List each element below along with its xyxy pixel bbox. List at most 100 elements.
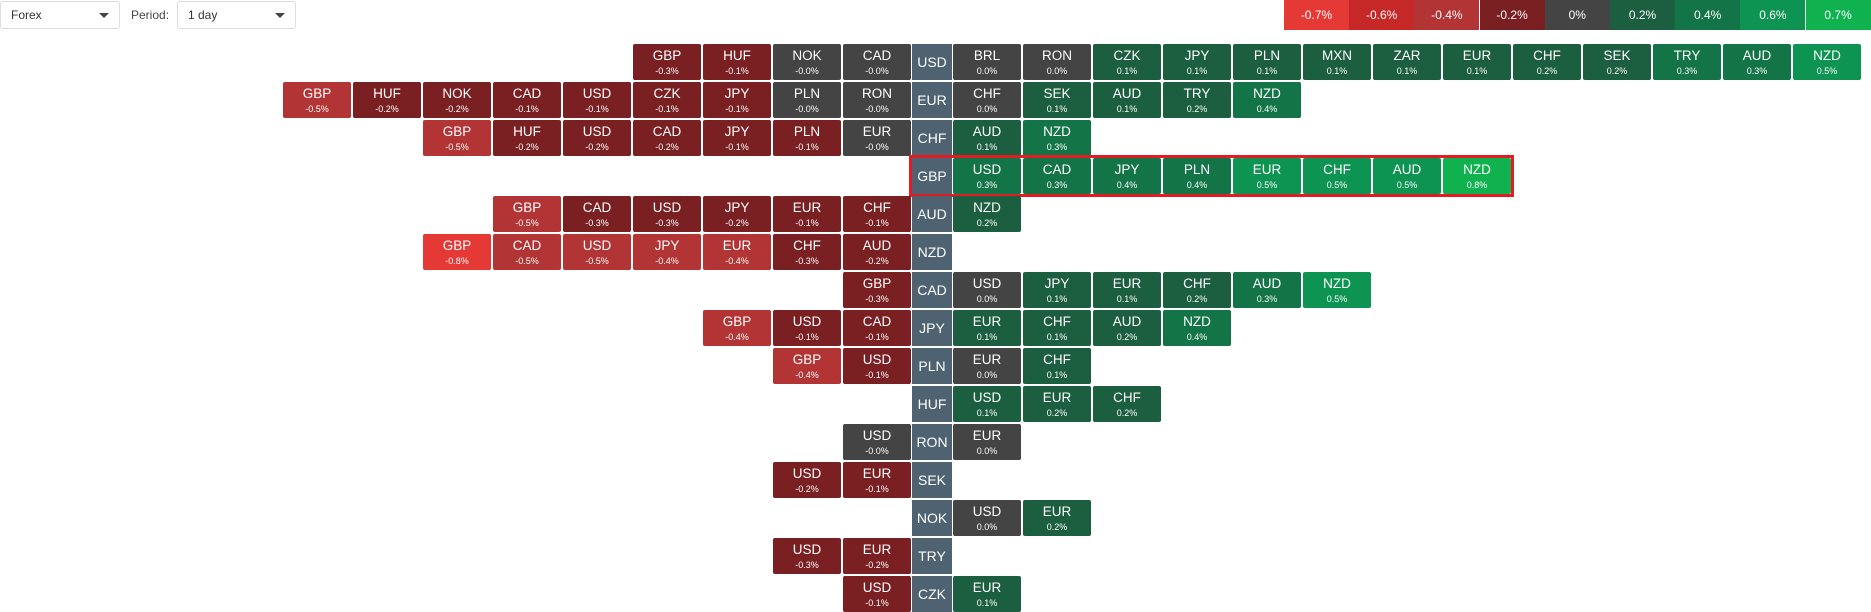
pair-cell[interactable]: SEK 0.1% — [1023, 82, 1091, 118]
pair-cell[interactable]: USD -0.1% — [843, 348, 911, 384]
base-currency[interactable]: RON — [912, 424, 952, 460]
pair-cell[interactable]: EUR 0.0% — [953, 424, 1021, 460]
pair-cell[interactable]: USD -0.2% — [563, 120, 631, 156]
base-currency[interactable]: EUR — [912, 82, 952, 118]
base-currency[interactable]: HUF — [912, 386, 952, 422]
pair-cell[interactable]: BRL 0.0% — [953, 44, 1021, 80]
pair-cell[interactable]: USD -0.1% — [773, 310, 841, 346]
base-currency[interactable]: SEK — [912, 462, 952, 498]
pair-cell[interactable]: PLN -0.1% — [773, 120, 841, 156]
pair-cell[interactable]: AUD 0.1% — [953, 120, 1021, 156]
pair-cell[interactable]: GBP -0.5% — [423, 120, 491, 156]
pair-cell[interactable]: PLN 0.1% — [1233, 44, 1301, 80]
pair-cell[interactable]: TRY 0.3% — [1653, 44, 1721, 80]
base-currency[interactable]: NZD — [912, 234, 952, 270]
pair-cell[interactable]: EUR 0.0% — [953, 348, 1021, 384]
pair-cell[interactable]: JPY -0.1% — [703, 82, 771, 118]
pair-cell[interactable]: AUD -0.2% — [843, 234, 911, 270]
pair-cell[interactable]: EUR 0.1% — [1093, 272, 1161, 308]
pair-cell[interactable]: AUD 0.3% — [1233, 272, 1301, 308]
pair-cell[interactable]: GBP -0.8% — [423, 234, 491, 270]
pair-cell[interactable]: NZD 0.3% — [1023, 120, 1091, 156]
pair-cell[interactable]: RON -0.0% — [843, 82, 911, 118]
period-select[interactable]: 1 day — [177, 1, 296, 29]
pair-cell[interactable]: CZK -0.1% — [633, 82, 701, 118]
pair-cell[interactable]: USD -0.1% — [843, 576, 911, 612]
pair-cell[interactable]: RON 0.0% — [1023, 44, 1091, 80]
base-currency[interactable]: PLN — [912, 348, 952, 384]
pair-cell[interactable]: GBP -0.4% — [703, 310, 771, 346]
pair-cell[interactable]: EUR 0.1% — [953, 576, 1021, 612]
base-currency[interactable]: NOK — [912, 500, 952, 536]
pair-cell[interactable]: JPY -0.2% — [703, 196, 771, 232]
pair-cell[interactable]: NZD 0.5% — [1793, 44, 1861, 80]
pair-cell[interactable]: MXN 0.1% — [1303, 44, 1371, 80]
market-select[interactable]: Forex — [0, 1, 120, 29]
pair-cell[interactable]: GBP -0.3% — [633, 44, 701, 80]
pair-cell[interactable]: EUR 0.5% — [1233, 158, 1301, 194]
pair-cell[interactable]: CAD -0.2% — [633, 120, 701, 156]
pair-cell[interactable]: USD 0.3% — [953, 158, 1021, 194]
pair-cell[interactable]: NZD 0.4% — [1233, 82, 1301, 118]
pair-cell[interactable]: NOK -0.0% — [773, 44, 841, 80]
base-currency[interactable]: TRY — [912, 538, 952, 574]
pair-cell[interactable]: GBP -0.3% — [843, 272, 911, 308]
pair-cell[interactable]: USD -0.1% — [563, 82, 631, 118]
pair-cell[interactable]: SEK 0.2% — [1583, 44, 1651, 80]
pair-cell[interactable]: HUF -0.2% — [353, 82, 421, 118]
pair-cell[interactable]: CHF 0.2% — [1163, 272, 1231, 308]
pair-cell[interactable]: CHF 0.0% — [953, 82, 1021, 118]
pair-cell[interactable]: USD 0.0% — [953, 272, 1021, 308]
base-currency[interactable]: CZK — [912, 576, 952, 612]
pair-cell[interactable]: EUR -0.1% — [843, 462, 911, 498]
pair-cell[interactable]: CAD -0.0% — [843, 44, 911, 80]
pair-cell[interactable]: PLN 0.4% — [1163, 158, 1231, 194]
pair-cell[interactable]: TRY 0.2% — [1163, 82, 1231, 118]
pair-cell[interactable]: CZK 0.1% — [1093, 44, 1161, 80]
pair-cell[interactable]: HUF -0.2% — [493, 120, 561, 156]
pair-cell[interactable]: NOK -0.2% — [423, 82, 491, 118]
pair-cell[interactable]: GBP -0.5% — [493, 196, 561, 232]
pair-cell[interactable]: EUR 0.1% — [953, 310, 1021, 346]
pair-cell[interactable]: USD -0.3% — [773, 538, 841, 574]
pair-cell[interactable]: NZD 0.5% — [1303, 272, 1371, 308]
pair-cell[interactable]: USD -0.0% — [843, 424, 911, 460]
pair-cell[interactable]: EUR 0.2% — [1023, 500, 1091, 536]
pair-cell[interactable]: GBP -0.5% — [283, 82, 351, 118]
base-currency[interactable]: GBP — [912, 158, 952, 194]
pair-cell[interactable]: NZD 0.2% — [953, 196, 1021, 232]
pair-cell[interactable]: CAD -0.1% — [493, 82, 561, 118]
pair-cell[interactable]: HUF -0.1% — [703, 44, 771, 80]
pair-cell[interactable]: CAD -0.3% — [563, 196, 631, 232]
base-currency[interactable]: CAD — [912, 272, 952, 308]
pair-cell[interactable]: CHF 0.1% — [1023, 310, 1091, 346]
pair-cell[interactable]: AUD 0.3% — [1723, 44, 1791, 80]
pair-cell[interactable]: ZAR 0.1% — [1373, 44, 1441, 80]
pair-cell[interactable]: CHF -0.3% — [773, 234, 841, 270]
pair-cell[interactable]: JPY -0.1% — [703, 120, 771, 156]
pair-cell[interactable]: CHF 0.2% — [1093, 386, 1161, 422]
pair-cell[interactable]: PLN -0.0% — [773, 82, 841, 118]
pair-cell[interactable]: CHF -0.1% — [843, 196, 911, 232]
pair-cell[interactable]: CHF 0.2% — [1513, 44, 1581, 80]
pair-cell[interactable]: CAD -0.5% — [493, 234, 561, 270]
base-currency[interactable]: USD — [912, 44, 952, 80]
pair-cell[interactable]: CHF 0.1% — [1023, 348, 1091, 384]
pair-cell[interactable]: USD 0.1% — [953, 386, 1021, 422]
base-currency[interactable]: CHF — [912, 120, 952, 156]
pair-cell[interactable]: AUD 0.5% — [1373, 158, 1441, 194]
pair-cell[interactable]: CAD -0.1% — [843, 310, 911, 346]
pair-cell[interactable]: EUR -0.2% — [843, 538, 911, 574]
pair-cell[interactable]: GBP -0.4% — [773, 348, 841, 384]
pair-cell[interactable]: EUR -0.0% — [843, 120, 911, 156]
pair-cell[interactable]: CHF 0.5% — [1303, 158, 1371, 194]
pair-cell[interactable]: USD -0.2% — [773, 462, 841, 498]
pair-cell[interactable]: JPY -0.4% — [633, 234, 701, 270]
pair-cell[interactable]: CAD 0.3% — [1023, 158, 1091, 194]
pair-cell[interactable]: JPY 0.1% — [1023, 272, 1091, 308]
pair-cell[interactable]: USD -0.3% — [633, 196, 701, 232]
pair-cell[interactable]: NZD 0.8% — [1443, 158, 1511, 194]
pair-cell[interactable]: EUR -0.4% — [703, 234, 771, 270]
pair-cell[interactable]: USD -0.5% — [563, 234, 631, 270]
base-currency[interactable]: AUD — [912, 196, 952, 232]
